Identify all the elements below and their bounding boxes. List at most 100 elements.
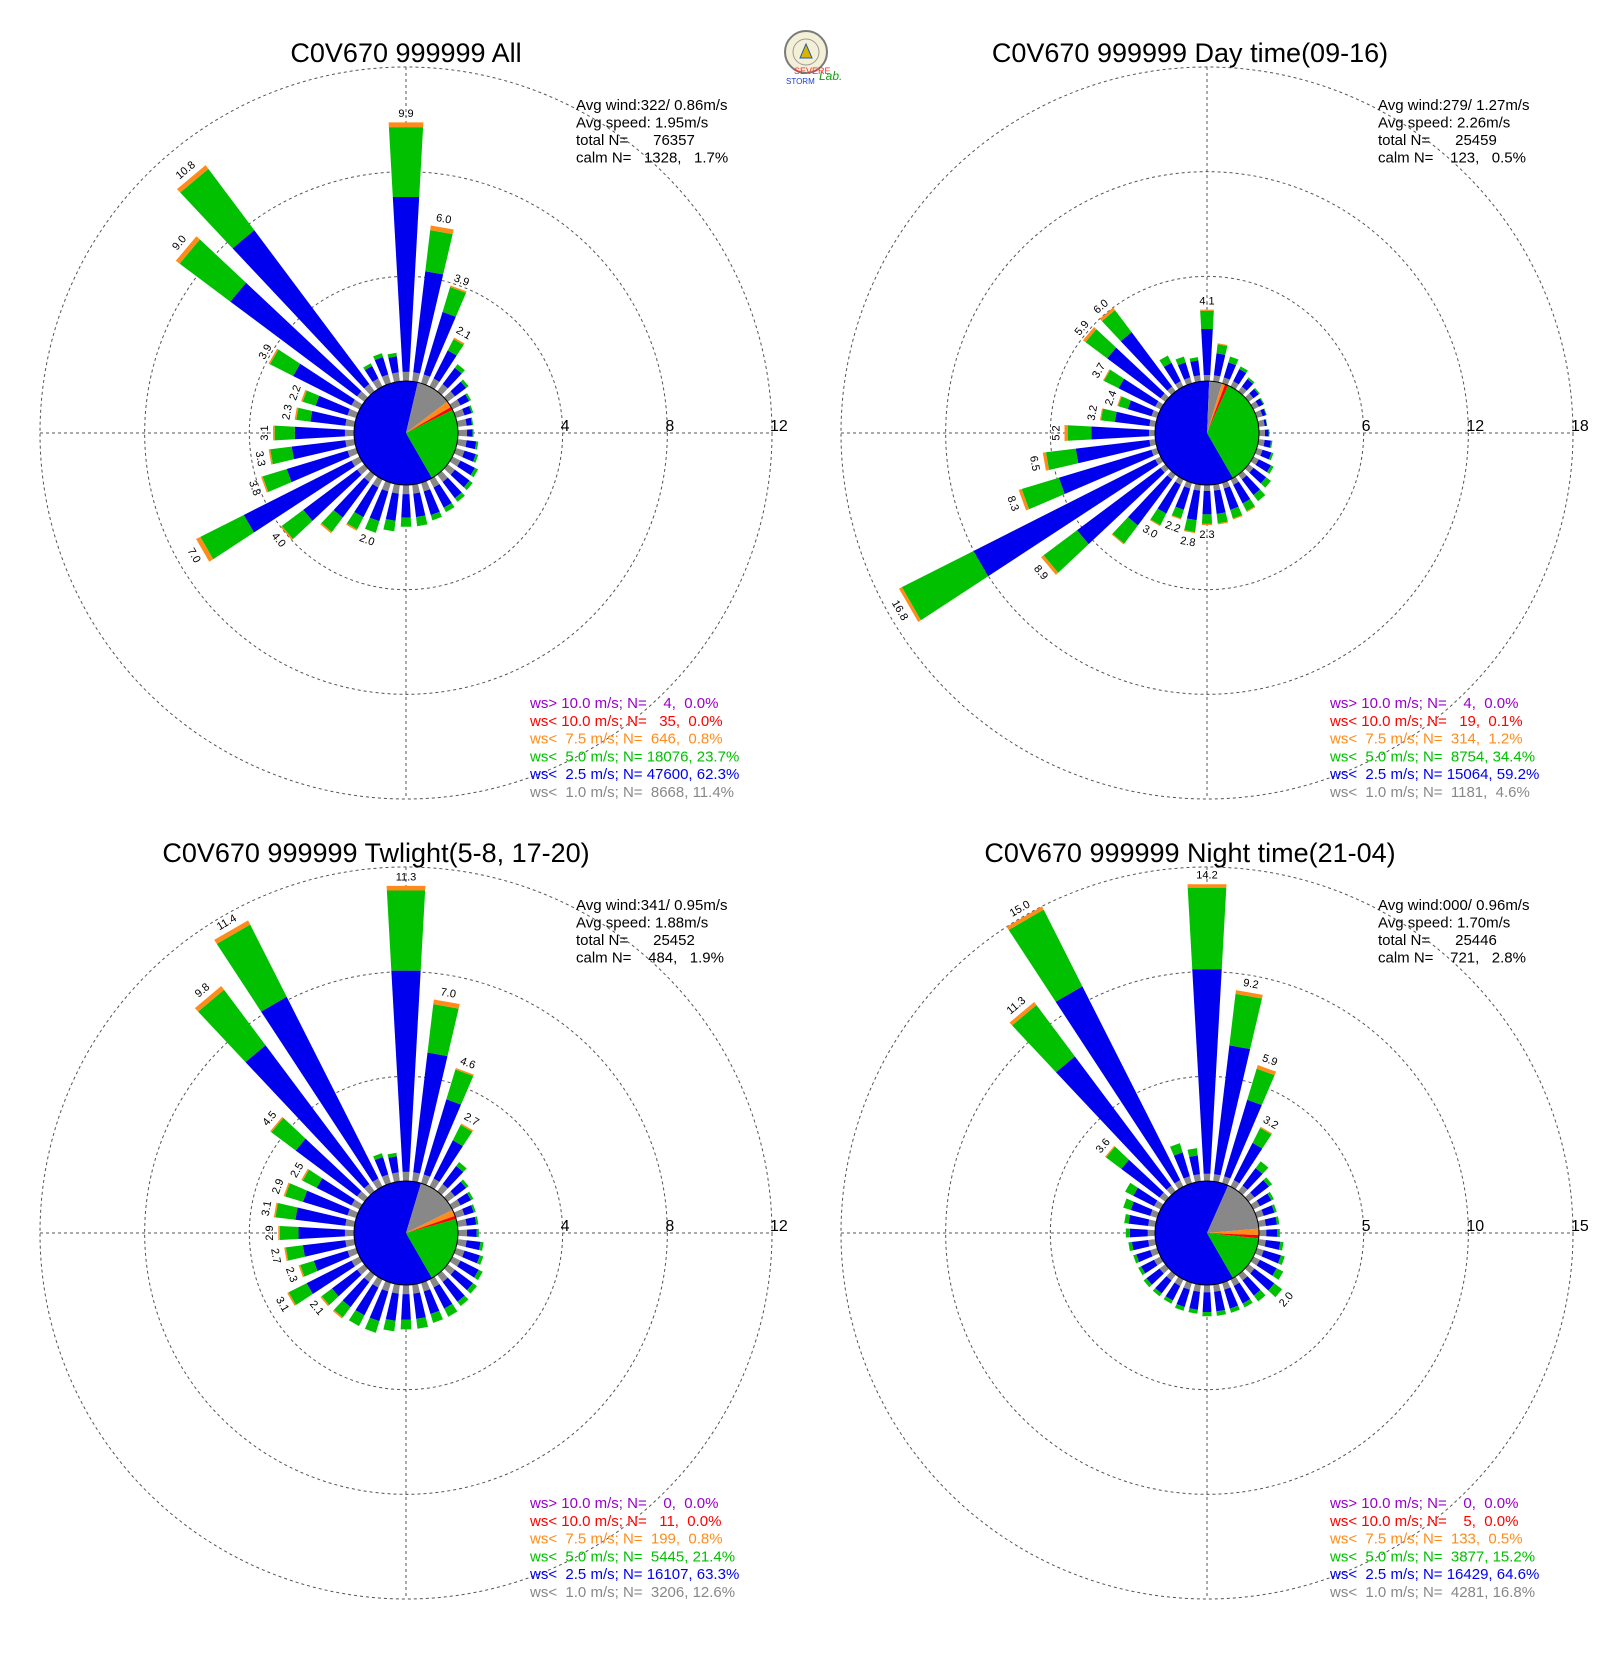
wind-bar-segment — [1138, 1266, 1146, 1276]
stat-line-3: total N= 25446 — [1378, 932, 1497, 949]
wind-bar-segment — [474, 1216, 479, 1225]
wind-bar-segment — [381, 480, 391, 492]
wind-bar-segment — [402, 371, 410, 382]
ring-4 — [248, 1075, 564, 1391]
wind-bar-segment — [1076, 467, 1165, 545]
calm-circle-outline — [1154, 1180, 1260, 1286]
wind-bar-segment — [302, 1190, 350, 1216]
wind-bar-segment — [1128, 1241, 1134, 1252]
wind-bar-segment — [333, 1300, 351, 1318]
wind-bar-segment — [271, 1117, 306, 1151]
bar-value-label: 4.0 — [269, 530, 288, 549]
logo-text-severe: SEVERE — [794, 66, 831, 76]
panel-title: C0V670 999999 All — [290, 38, 521, 68]
wind-bar-segment — [332, 1309, 343, 1319]
wind-bar-170deg — [412, 1283, 429, 1329]
wind-bar-180deg — [1202, 1284, 1212, 1317]
wind-bar-segment — [302, 1169, 323, 1188]
wind-bar-segment — [364, 1317, 380, 1333]
wind-bar-170deg — [1213, 1283, 1227, 1316]
legend-entry-4: ws< 5.0 m/s; N= 8754, 34.4% — [1329, 748, 1535, 765]
stat-line-4: calm N= 1328, 1.7% — [576, 150, 728, 167]
panel-title: C0V670 999999 Night time(21-04) — [984, 838, 1395, 868]
wind-bar-segment — [437, 384, 448, 396]
bar-value-label: 4.1 — [1199, 295, 1214, 307]
wind-bar-segment — [261, 996, 379, 1182]
wind-bar-180deg — [400, 484, 412, 527]
wind-bar-segment — [1223, 486, 1239, 510]
wind-bar-segment — [1127, 400, 1154, 417]
wind-bar-340deg — [373, 1153, 391, 1186]
wind-bar-segment — [1147, 1229, 1156, 1237]
wind-bar-segment — [1106, 1146, 1129, 1169]
severe-storm-lab-logo: SEVERE STORM Lab. — [784, 30, 842, 86]
wind-bar-segment — [1055, 1056, 1172, 1190]
wind-bar-segment — [1267, 1191, 1274, 1201]
legend-entry-1: ws> 10.0 m/s; N= 0, 0.0% — [1329, 1495, 1518, 1512]
legend-entry-3: ws< 7.5 m/s; N= 199, 0.8% — [529, 1531, 723, 1548]
wind-bar-segment — [310, 411, 347, 426]
wind-bar-segment — [351, 1199, 363, 1210]
wind-bar-segment — [457, 1295, 469, 1307]
wind-bar-segment — [374, 1156, 389, 1177]
wind-bar-segment — [1154, 1200, 1164, 1210]
wind-bar-segment — [1256, 1193, 1272, 1207]
wind-bar-segment — [471, 1204, 476, 1213]
wind-bar-segment — [416, 1317, 429, 1329]
wind-bar-segment — [457, 429, 468, 437]
wind-bar-segment — [973, 459, 1159, 577]
wind-bar-segment — [1242, 1299, 1253, 1308]
wind-bar-segment — [281, 509, 313, 540]
wind-bar-segment — [457, 1260, 479, 1278]
wind-bar-segment — [1213, 483, 1221, 491]
wind-bar-segment — [381, 1174, 391, 1186]
calm-circle-outline — [353, 1180, 459, 1286]
wind-bar-segment — [392, 1172, 400, 1183]
wind-bar-segment — [447, 338, 464, 356]
wind-bar-segment — [443, 503, 455, 513]
wind-bar-segment — [1222, 1176, 1231, 1186]
wind-bar-segment — [388, 122, 424, 128]
calm-pie-blue — [1155, 381, 1233, 485]
wind-bar-60deg — [449, 393, 472, 410]
wind-bar-segment — [1224, 1099, 1262, 1179]
wind-bar-40deg — [1238, 1161, 1269, 1196]
wind-bar-segment — [1165, 1282, 1181, 1301]
wind-bar-segment — [351, 399, 363, 410]
wind-bar-segment — [302, 390, 320, 406]
wind-bar-120deg — [1250, 1256, 1284, 1280]
wind-bar-segment — [1260, 408, 1267, 417]
wind-bar-segment — [315, 395, 350, 416]
wind-bar-segment — [1200, 310, 1214, 330]
wind-bar-segment — [470, 417, 474, 426]
calm-pie-blue — [1155, 1181, 1233, 1285]
stat-line-4: calm N= 484, 1.9% — [576, 950, 724, 967]
bar-value-label: 9.2 — [1242, 977, 1259, 991]
wind-bar-340deg — [1175, 356, 1192, 386]
wind-bar-180deg — [400, 1284, 412, 1330]
wind-bar-segment — [429, 378, 440, 390]
wind-bar-segment — [1082, 326, 1097, 343]
wind-bar-20deg: 5.9 — [1222, 1052, 1279, 1186]
stat-line-4: calm N= 123, 0.5% — [1378, 150, 1526, 167]
wind-bar-segment — [1133, 1187, 1158, 1207]
wind-bar-segment — [342, 1277, 370, 1308]
stat-line-1: Avg wind:279/ 1.27m/s — [1378, 97, 1529, 114]
wind-bar-segment — [1213, 1174, 1221, 1183]
ring-label-6: 6 — [1362, 418, 1371, 435]
wind-bar-260deg: 3.3 — [253, 439, 356, 467]
wind-bar-segment — [386, 890, 426, 971]
wind-bar-segment — [1193, 1174, 1201, 1183]
wind-bar-segment — [1152, 1288, 1162, 1297]
wind-bar-segment — [1258, 429, 1266, 437]
wind-bar-segment — [413, 492, 426, 518]
wind-bar-segment — [1155, 1276, 1172, 1294]
wind-bar-70deg — [1254, 408, 1267, 418]
wind-bar-40deg — [437, 1162, 467, 1196]
wind-bar-50deg — [443, 379, 469, 402]
wind-bar-segment — [472, 429, 474, 437]
wind-bar-200deg — [364, 1280, 391, 1333]
wind-bar-segment — [1163, 1296, 1173, 1304]
wind-bar-120deg — [1250, 456, 1274, 474]
wind-bar-segment — [354, 484, 379, 518]
